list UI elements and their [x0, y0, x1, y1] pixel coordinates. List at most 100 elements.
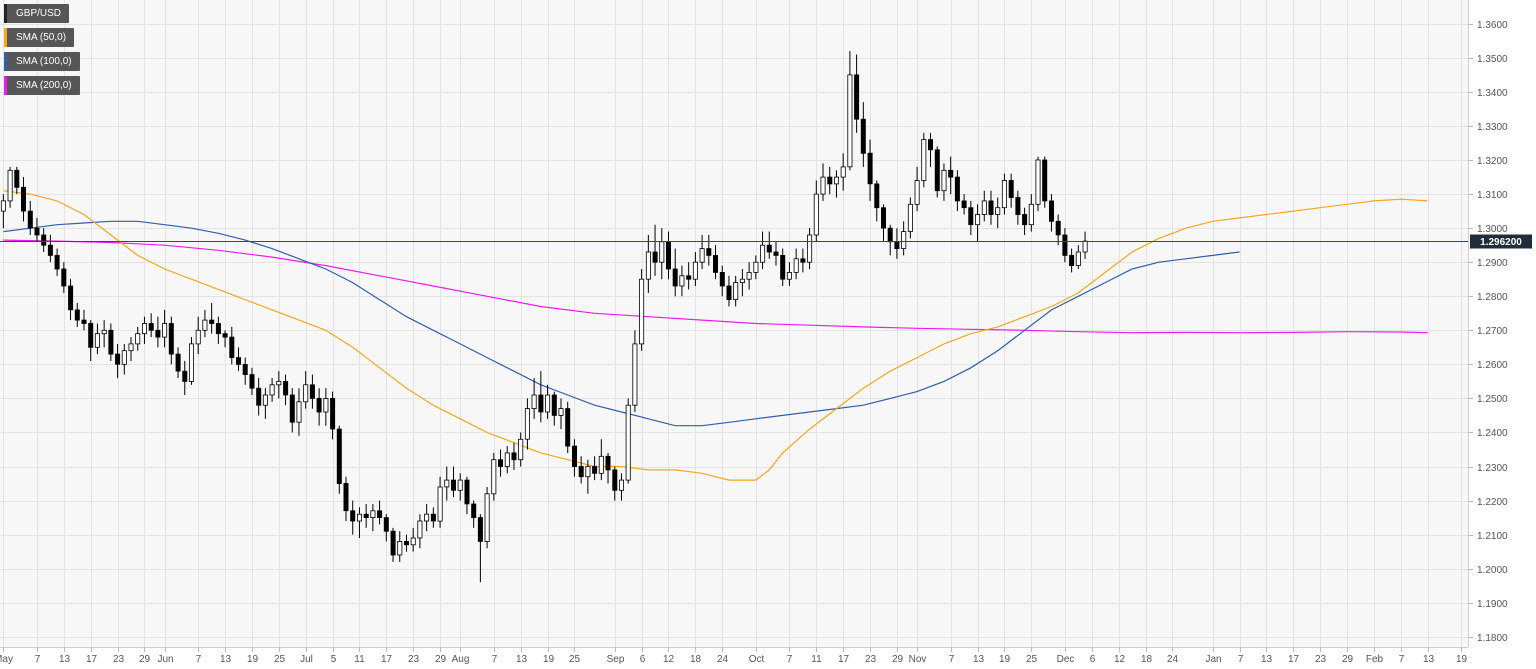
candle-body — [410, 537, 416, 546]
candle-body — [1062, 234, 1068, 256]
candle — [605, 452, 611, 484]
candle — [323, 388, 329, 426]
candle-body — [545, 394, 551, 413]
legend-item-sma200[interactable]: SMA (200,0) — [4, 76, 80, 95]
candle — [403, 534, 409, 552]
x-tick-label: 13 — [973, 654, 985, 665]
candle — [914, 166, 920, 212]
x-tick-label: 7 — [1399, 654, 1405, 665]
candle-body — [881, 207, 887, 229]
sma50-line — [3, 190, 1428, 481]
x-tick-label: 29 — [1342, 654, 1354, 665]
candle-body — [934, 149, 940, 192]
candle — [249, 367, 255, 396]
candle-body — [820, 176, 826, 195]
candle — [907, 197, 913, 239]
candle-body — [1042, 159, 1048, 202]
candle — [773, 241, 779, 266]
candle — [632, 330, 638, 413]
sma200-line — [3, 239, 1428, 334]
candle — [1075, 245, 1081, 270]
candle — [551, 391, 557, 426]
candle-body — [786, 271, 792, 280]
candle-body — [209, 319, 215, 324]
candle — [283, 374, 289, 406]
legend-item-pair[interactable]: GBP/USD — [4, 4, 70, 23]
candle-body — [793, 258, 799, 273]
candle-body — [88, 323, 94, 348]
candle-body — [249, 374, 255, 389]
candle — [1015, 190, 1021, 225]
candle — [652, 224, 658, 276]
candle-body — [61, 268, 67, 287]
last-price-badge — [1470, 234, 1532, 249]
candle-body — [585, 466, 591, 478]
candle — [363, 503, 369, 528]
candle — [148, 313, 154, 338]
candle-body — [115, 353, 121, 365]
candle — [235, 347, 241, 372]
candle-body — [464, 479, 470, 505]
candle — [874, 180, 880, 222]
candle — [820, 163, 826, 201]
candle — [383, 514, 389, 542]
candle — [94, 323, 100, 355]
y-tick-label: 1.1900 — [1477, 599, 1508, 610]
candle — [807, 228, 813, 270]
candle-body — [343, 483, 349, 512]
y-tick-label: 1.2800 — [1477, 292, 1508, 303]
candle-body — [854, 74, 860, 120]
candle — [968, 200, 974, 235]
candle — [343, 476, 349, 522]
x-tick-label: 17 — [1288, 654, 1300, 665]
candle-body — [283, 380, 289, 396]
candle-body — [81, 319, 87, 324]
candle-body — [975, 214, 981, 226]
y-axis: 1.1800 1.1900 1.2000 1.2100 1.2200 1.2300 1.24… — [1468, 0, 1508, 647]
candle — [928, 132, 934, 167]
candle-body — [645, 251, 651, 280]
candle — [847, 51, 853, 171]
candle-body — [0, 200, 6, 212]
candle-body — [1015, 197, 1021, 215]
x-tick-label: 29 — [139, 654, 151, 665]
candle — [195, 316, 201, 355]
legend-label-sma200: SMA (200,0) — [16, 80, 72, 91]
candle-body — [390, 530, 396, 556]
candle — [518, 432, 524, 467]
candle-body — [155, 329, 161, 338]
candle — [350, 500, 356, 535]
x-tick-label: May — [0, 654, 13, 665]
candle — [954, 170, 960, 212]
candle-body — [477, 517, 483, 542]
candle — [881, 204, 887, 242]
legend-item-sma50[interactable]: SMA (50,0) — [4, 28, 75, 47]
candle — [585, 459, 591, 494]
candle — [215, 316, 221, 344]
x-tick-label: 7 — [787, 654, 793, 665]
candle — [242, 357, 248, 385]
candle — [54, 248, 60, 276]
candle-body — [860, 118, 866, 154]
candle — [504, 446, 510, 474]
last-price-label: 1.296200 — [1480, 237, 1522, 248]
legend-item-sma100[interactable]: SMA (100,0) — [4, 52, 80, 71]
x-tick-label: Jul — [300, 654, 313, 665]
candle-body — [383, 517, 389, 532]
candle — [430, 507, 436, 528]
candle — [612, 466, 618, 501]
x-tick-label: 7 — [1238, 654, 1244, 665]
candle — [141, 316, 147, 344]
candle-body — [41, 234, 47, 246]
candle-body — [672, 268, 678, 287]
candle — [88, 320, 94, 361]
candle-body — [34, 227, 40, 236]
y-tick-label: 1.2400 — [1477, 428, 1508, 439]
candle — [786, 262, 792, 287]
candle — [827, 166, 833, 195]
candle — [128, 337, 134, 361]
candle-body — [222, 333, 228, 338]
candle — [74, 303, 80, 327]
x-tick-label: Sep — [607, 654, 625, 665]
